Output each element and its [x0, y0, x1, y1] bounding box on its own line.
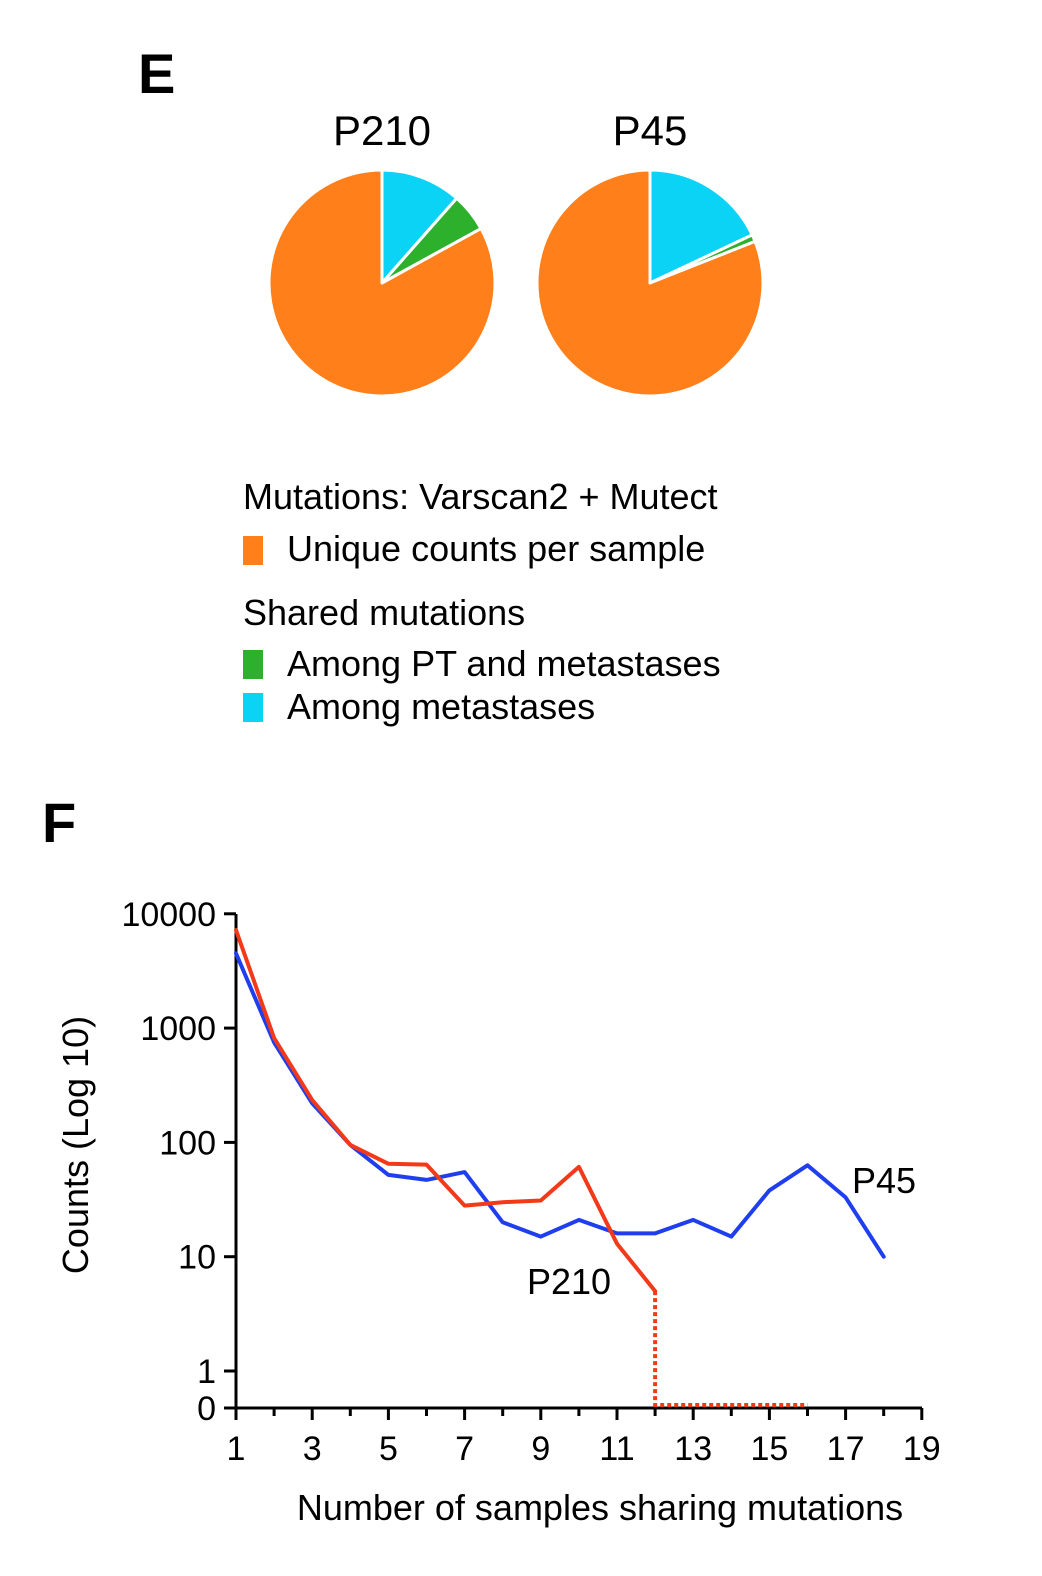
series-line-p210 — [234, 928, 658, 1294]
x-tick-label: 5 — [379, 1430, 398, 1468]
pie-title-p45: P45 — [613, 107, 688, 154]
x-tick-label: 19 — [903, 1430, 941, 1468]
series-dotted-drop-p210 — [653, 1291, 808, 1407]
legend-heading: Mutations: Varscan2 + Mutect — [243, 476, 718, 517]
x-tick-label: 1 — [227, 1430, 246, 1468]
x-tick-label: 13 — [674, 1430, 712, 1468]
series-label-p45: P45 — [852, 1160, 916, 1201]
y-tick-label: 10 — [178, 1239, 216, 1277]
y-tick-label: 100 — [159, 1124, 216, 1162]
panel-label-e: E — [138, 42, 175, 105]
x-tick-label: 3 — [303, 1430, 322, 1468]
legend-shared-heading: Shared mutations — [243, 592, 525, 633]
series-label-p210: P210 — [527, 1261, 611, 1302]
legend-label-among-met: Among metastases — [287, 686, 595, 727]
y-tick-label: 1 — [197, 1353, 216, 1391]
series-line-p45 — [234, 951, 886, 1259]
legend-label-among-pt: Among PT and metastases — [287, 643, 721, 684]
series-lines — [234, 928, 886, 1407]
pie-slice-unique-counts-per-sample — [267, 168, 497, 398]
legend-swatch-among-pt — [243, 650, 263, 679]
y-ticks: 01 10 100 1000 10000 — [121, 896, 236, 1428]
x-tick-label: 7 — [455, 1430, 474, 1468]
y-tick-label: 0 — [197, 1390, 216, 1428]
x-axis-title: Number of samples sharing mutations — [297, 1487, 903, 1528]
x-tick-label: 11 — [599, 1430, 634, 1468]
x-ticks: 1 3 5 7 9 11 13 15 17 19 — [227, 1408, 941, 1468]
pie-slice-among-metastases — [648, 168, 754, 285]
legend-label-unique: Unique counts per sample — [287, 528, 705, 569]
legend-swatch-unique — [243, 536, 263, 565]
legend: Mutations: Varscan2 + Mutect Unique coun… — [243, 476, 721, 727]
x-tick-label: 9 — [531, 1430, 550, 1468]
x-tick-label: 17 — [827, 1430, 865, 1468]
legend-swatch-among-met — [243, 693, 263, 722]
y-tick-label: 10000 — [121, 896, 216, 934]
pie-title-p210: P210 — [333, 107, 431, 154]
panel-label-f: F — [42, 791, 76, 854]
pie-chart-p210 — [267, 168, 497, 398]
pie-slice-unique-counts-per-sample — [535, 168, 765, 398]
x-tick-label: 15 — [750, 1430, 788, 1468]
pie-chart-p45 — [535, 168, 765, 398]
y-tick-label: 1000 — [140, 1010, 216, 1048]
y-axis-title: Counts (Log 10) — [55, 1016, 96, 1274]
pie-slice-among-metastases — [380, 168, 459, 285]
